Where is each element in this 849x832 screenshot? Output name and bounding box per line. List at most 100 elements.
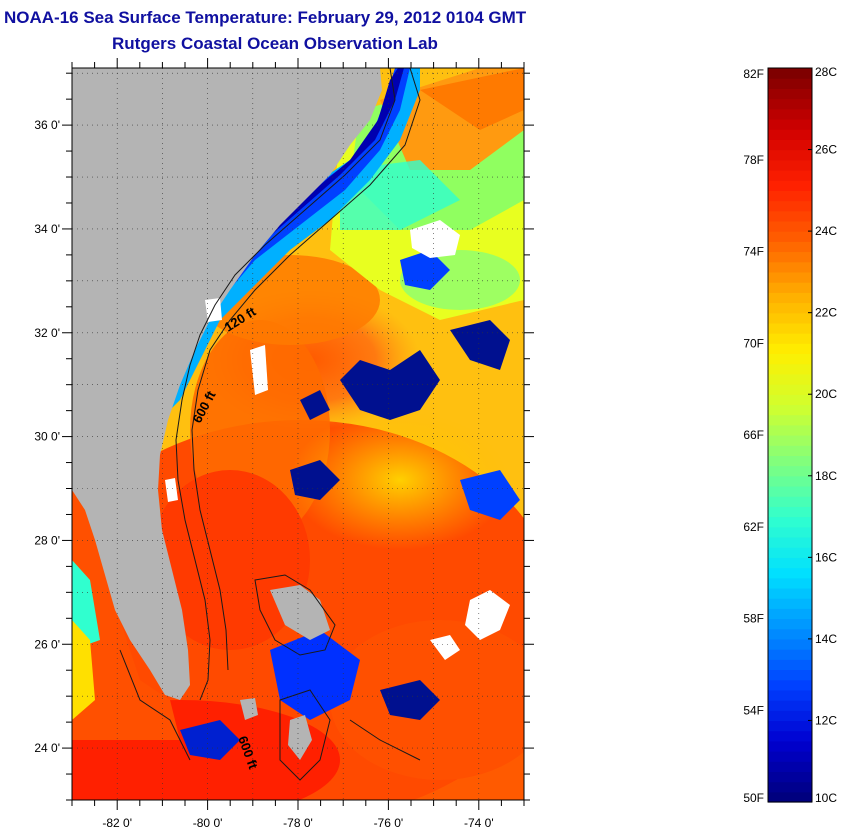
colorbar-band — [768, 322, 812, 334]
lon-tick-label: -74 0' — [464, 816, 494, 830]
colorbar-label-f: 50F — [743, 791, 764, 805]
colorbar-band — [768, 414, 812, 426]
colorbar-band — [768, 547, 812, 558]
colorbar-band — [768, 679, 812, 691]
colorbar-band — [768, 118, 812, 130]
colorbar-band — [768, 526, 812, 538]
colorbar-label-f: 62F — [743, 520, 764, 534]
colorbar-frame — [767, 67, 813, 803]
lat-tick-label: 30 0' — [34, 430, 60, 444]
colorbar-band — [768, 669, 812, 681]
colorbar-band — [768, 445, 812, 456]
colorbar-band — [768, 618, 812, 630]
colorbar-band — [768, 516, 812, 528]
colorbar-band — [768, 78, 812, 89]
colorbar-band — [768, 700, 812, 711]
colorbar-label-f: 58F — [743, 612, 764, 626]
colorbar-label-f: 54F — [743, 703, 764, 717]
colorbar-band — [768, 506, 812, 518]
colorbar-band — [768, 190, 812, 202]
colorbar-band — [768, 791, 812, 803]
colorbar-band — [768, 689, 812, 701]
colorbar-band — [768, 557, 812, 569]
colorbar-band — [768, 282, 812, 293]
colorbar-band — [768, 353, 812, 365]
axis-ticks — [62, 58, 534, 810]
colorbar-band — [768, 465, 812, 477]
colorbar-label-f: 66F — [743, 428, 764, 442]
colorbar-label-c: 22C — [815, 306, 837, 320]
colorbar-band — [768, 292, 812, 304]
sst-imagery: 120 ft 600 ft 600 ft — [72, 68, 524, 800]
cloud-patch — [410, 220, 460, 258]
colorbar-band — [768, 730, 812, 742]
colorbar-label-c: 24C — [815, 224, 837, 238]
colorbar-band — [768, 129, 812, 140]
colorbar-band — [768, 169, 812, 181]
colorbar-label-c: 12C — [815, 713, 837, 727]
lon-tick-label: -78 0' — [283, 816, 313, 830]
colorbar-band — [768, 231, 812, 242]
colorbar-band — [768, 659, 812, 671]
map-subtitle: Rutgers Coastal Ocean Observation Lab — [112, 34, 438, 53]
lat-tick-label: 36 0' — [34, 118, 60, 132]
lon-tick-label: -76 0' — [374, 816, 404, 830]
lon-tick-label: -80 0' — [193, 816, 223, 830]
colorbar-band — [768, 149, 812, 161]
colorbar-band — [768, 394, 812, 406]
colorbar-label-c: 26C — [815, 143, 837, 157]
colorbar-band — [768, 608, 812, 620]
colorbar-label-c: 10C — [815, 791, 837, 805]
colorbar-band — [768, 159, 812, 171]
colorbar-band — [768, 761, 812, 773]
colorbar-band — [768, 271, 812, 283]
colorbar-band — [768, 567, 812, 579]
colorbar-band — [768, 241, 812, 253]
colorbar-label-c: 28C — [815, 65, 837, 79]
lat-tick-label: 28 0' — [34, 533, 60, 547]
colorbar-band — [768, 475, 812, 487]
colorbar-band — [768, 139, 812, 151]
colorbar-band — [768, 68, 812, 79]
colorbar-band — [768, 496, 812, 507]
colorbar-band — [768, 333, 812, 344]
colorbar-band — [768, 373, 812, 385]
colorbar-band — [768, 598, 812, 609]
colorbar-band — [768, 180, 812, 191]
colorbar-fahrenheit-labels: 82F 78F 74F 70F 66F 62F 58F 54F 50F — [743, 67, 764, 805]
colorbar-band — [768, 720, 812, 732]
landmass-us — [72, 68, 382, 700]
colorbar-label-c: 20C — [815, 387, 837, 401]
colorbar-band — [768, 302, 812, 314]
colorbar-band — [768, 781, 812, 793]
colorbar-band — [768, 536, 812, 548]
lat-tick-label: 32 0' — [34, 326, 60, 340]
colorbar-bands — [768, 67, 812, 803]
colorbar-band — [768, 577, 812, 589]
bathymetry-contours — [119, 68, 421, 781]
colorbar-band — [768, 261, 812, 273]
colorbar-band — [768, 312, 812, 324]
landmass-bahamas — [270, 585, 330, 640]
lat-tick-label: 24 0' — [34, 741, 60, 755]
colorbar-band — [768, 88, 812, 100]
sst-map: 120 ft 600 ft 600 ft 36 0' 34 0' 32 0' 30 0… — [34, 58, 534, 830]
colorbar-label-f: 70F — [743, 336, 764, 350]
colorbar-celsius-labels: 28C 26C 24C 22C 20C 18C 16C 14C 12C 10C — [815, 65, 837, 805]
colorbar-band — [768, 649, 812, 660]
colorbar-label-c: 16C — [815, 550, 837, 564]
colorbar-label-c: 18C — [815, 469, 837, 483]
colorbar-label-f: 78F — [743, 153, 764, 167]
axis-labels: 36 0' 34 0' 32 0' 30 0' 28 0' 26 0' 24 0' -82 0… — [34, 118, 493, 830]
colorbar-label-f: 74F — [743, 245, 764, 259]
colorbar-band — [768, 771, 812, 783]
colorbar-label-c: 14C — [815, 632, 837, 646]
colorbar-band — [768, 638, 812, 650]
colorbar-band — [768, 751, 812, 762]
colorbar-band — [768, 710, 812, 722]
colorbar-band — [768, 455, 812, 467]
colorbar-band — [768, 404, 812, 416]
colorbar-band — [768, 424, 812, 436]
lat-tick-label: 34 0' — [34, 222, 60, 236]
colorbar-band — [768, 108, 812, 120]
